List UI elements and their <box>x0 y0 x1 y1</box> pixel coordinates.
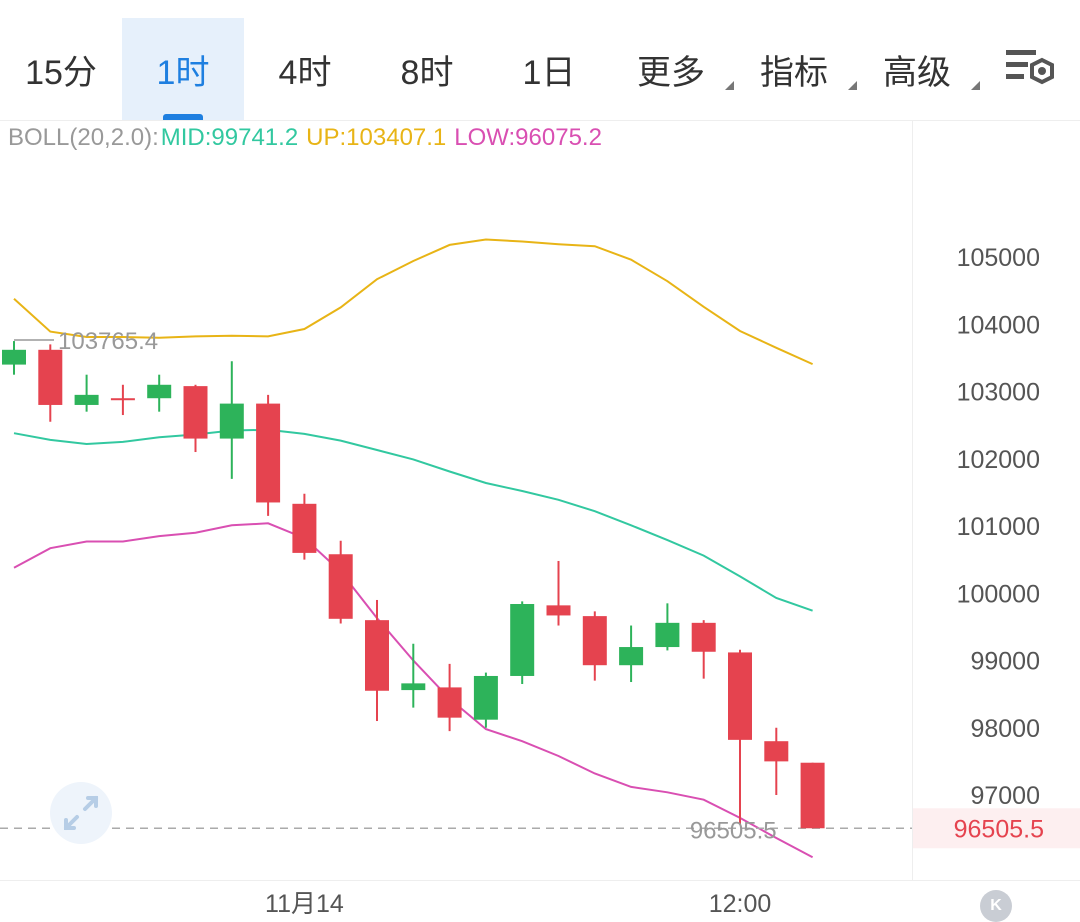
tab-1hour[interactable]: 1时 <box>122 18 244 120</box>
candle-body <box>328 554 353 619</box>
boll-up-line <box>13 238 814 366</box>
tab-advanced[interactable]: 高级 <box>856 18 980 120</box>
y-tick-label: 99000 <box>970 648 1040 676</box>
candle-body <box>401 683 426 691</box>
tab-advanced-label: 高级 <box>883 53 951 92</box>
y-tick-label: 100000 <box>957 580 1040 608</box>
dropdown-triangle-icon <box>971 81 980 90</box>
expand-chart-button[interactable] <box>50 782 112 844</box>
tab-more-label: 更多 <box>637 53 705 92</box>
x-tick-label: 11月14 <box>265 890 344 918</box>
candle-body <box>183 386 208 439</box>
candle-body <box>728 652 752 740</box>
candle-body <box>38 349 63 405</box>
tab-indicators[interactable]: 指标 <box>733 18 857 120</box>
last-price-tag <box>913 808 1080 849</box>
dropdown-triangle-icon <box>848 81 857 90</box>
tab-more[interactable]: 更多 <box>610 18 734 120</box>
y-tick-label: 103000 <box>957 379 1040 407</box>
candle-body <box>2 349 26 365</box>
tab-indicators-label: 指标 <box>760 53 828 92</box>
high-marker-label: 103765.4 <box>58 328 158 355</box>
y-tick-label: 97000 <box>970 782 1040 810</box>
candle-body <box>800 762 825 829</box>
candle-body <box>582 616 607 666</box>
y-tick-label: 101000 <box>957 513 1040 541</box>
candle-body <box>147 384 172 399</box>
expand-arrows-icon <box>64 796 98 830</box>
candle-body <box>764 741 789 762</box>
dropdown-triangle-icon <box>725 81 734 90</box>
candle-body <box>292 503 317 553</box>
k-logo-button[interactable]: K <box>980 890 1012 922</box>
low-marker-label: 96505.5 <box>690 817 777 844</box>
candle-body <box>256 403 281 503</box>
candle-body <box>691 622 716 652</box>
y-tick-label: 104000 <box>957 311 1040 339</box>
boll-mid-line <box>13 428 813 612</box>
boll-legend-up: UP:103407.1 <box>306 124 447 151</box>
candle-body <box>437 687 462 718</box>
last-price-label: 96505.5 <box>954 815 1044 843</box>
candle-body <box>365 620 389 691</box>
tab-4hour[interactable]: 4时 <box>278 53 332 92</box>
boll-legend-low: LOW:96075.2 <box>454 124 602 151</box>
y-tick-label: 98000 <box>970 715 1040 743</box>
timeframe-tabs: 15分 1时 4时 8时 1日 更多 指标 高级 <box>0 0 1080 120</box>
y-tick-label: 105000 <box>957 244 1040 272</box>
candle-body <box>110 398 135 401</box>
boll-legend: BOLL(20,2.0):MID:99741.2 UP:103407.1 LOW:9… <box>8 124 610 152</box>
candle-body <box>655 622 680 648</box>
tab-8hour[interactable]: 8时 <box>400 53 454 92</box>
settings-sliders-icon[interactable] <box>1000 44 1060 94</box>
boll-legend-name: BOLL(20,2.0): <box>8 124 159 151</box>
candle-body <box>219 403 244 439</box>
tab-1day[interactable]: 1日 <box>522 53 576 92</box>
candle-body <box>473 675 498 720</box>
candle-body <box>74 394 99 405</box>
candle-body <box>619 647 644 666</box>
boll-legend-mid: MID:99741.2 <box>160 124 299 151</box>
tab-15min[interactable]: 15分 <box>25 53 97 92</box>
candle-body <box>510 604 535 676</box>
x-tick-label: 12:00 <box>709 890 772 918</box>
y-tick-label: 102000 <box>957 446 1040 474</box>
candle-body <box>546 605 571 616</box>
